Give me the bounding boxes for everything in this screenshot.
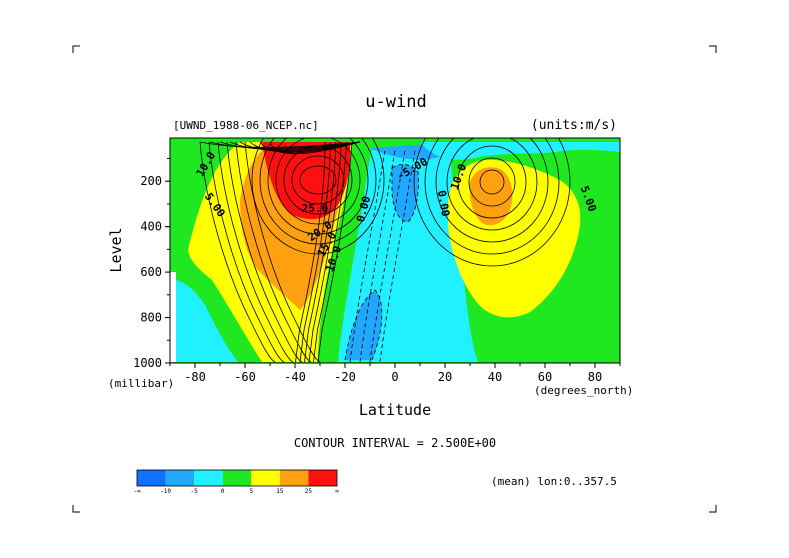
contour-line — [239, 141, 361, 152]
y-tick-label: 600 — [140, 265, 162, 279]
x-tick-label: -40 — [284, 370, 306, 384]
contour-line — [295, 141, 326, 363]
subset-text: (mean) lon:0..357.5 — [491, 475, 617, 488]
contour-line — [308, 141, 342, 363]
antarctic-orography — [170, 272, 176, 362]
contour-line — [199, 141, 276, 363]
contour-line — [446, 138, 538, 231]
colorbar-frame — [136, 469, 338, 487]
contour-line — [304, 141, 337, 363]
contour-label: 25.0 — [302, 202, 329, 215]
contour-line — [468, 157, 516, 207]
contour-line — [244, 141, 321, 363]
contour-line — [457, 145, 527, 219]
contour-label: 0.00 — [435, 189, 452, 217]
contour-line — [269, 141, 361, 155]
contour-interval-text: CONTOUR INTERVAL = 2.500E+00 — [294, 436, 496, 450]
chart-title: u-wind — [365, 92, 426, 112]
colorbar-swatch — [194, 470, 223, 486]
y-unit-label: (millibar) — [108, 377, 174, 390]
plot-area — [170, 138, 620, 363]
contour-line — [369, 149, 406, 363]
contour-line — [208, 141, 285, 363]
contour-line — [299, 165, 337, 195]
contour-line — [299, 141, 331, 363]
contour-line — [229, 141, 361, 151]
y-tick-label: 1000 — [133, 356, 162, 370]
contour-line — [259, 141, 361, 154]
contour-line — [424, 138, 560, 255]
colorbar-tick-label: 0 — [221, 488, 225, 495]
contour-line — [413, 138, 571, 267]
file-label: [UWND_1988-06_NCEP.nc] — [173, 119, 319, 132]
colorbar-swatch — [279, 470, 309, 486]
wind-fill-layers — [170, 142, 620, 362]
colorbar-swatch — [251, 470, 280, 486]
contour-line — [291, 155, 345, 205]
contour-line — [379, 149, 416, 363]
contour-line — [219, 141, 361, 150]
contour-line — [199, 141, 361, 148]
x-tick-label: 40 — [488, 370, 502, 384]
contour-line — [479, 169, 505, 195]
contour-line — [313, 141, 347, 363]
x-axis-label: Latitude — [359, 401, 431, 419]
x-tick-label: 60 — [538, 370, 552, 384]
nh-polar-top — [585, 142, 620, 150]
x-tick-label: 80 — [588, 370, 602, 384]
x-tick-label: -80 — [184, 370, 206, 384]
crop-marks — [72, 45, 717, 513]
y-tick-label: 400 — [140, 220, 162, 234]
colorbar-tick-label: 25 — [305, 488, 313, 495]
x-tick-label: 20 — [438, 370, 452, 384]
y-axis-label: Level — [107, 227, 125, 272]
contour-line — [209, 141, 361, 149]
contour-line — [317, 141, 353, 363]
colorbar-swatch — [165, 470, 195, 486]
x-unit-label: (degrees_north) — [534, 384, 633, 397]
y-tick-label: 800 — [140, 311, 162, 325]
contour-line — [435, 138, 549, 243]
sh-surface-easterly — [170, 279, 238, 362]
colorbar-swatch — [137, 470, 166, 486]
colorbar-tick-label: -10 — [160, 488, 171, 495]
colorbar-tick-label: 5 — [249, 488, 253, 495]
tropical-upper-easterly — [392, 164, 419, 222]
contour-line — [391, 164, 419, 223]
contour-line — [251, 138, 385, 255]
contour-lines — [199, 138, 571, 363]
contour-line — [249, 141, 361, 153]
nh-strat-easterly — [420, 142, 620, 160]
contour-line — [235, 141, 312, 363]
contour-line — [349, 149, 386, 363]
contour-line — [267, 138, 369, 235]
x-tick-label: -60 — [234, 370, 256, 384]
colorbar-tick-label: 15 — [276, 488, 284, 495]
contour-line — [226, 141, 303, 363]
colorbar-tick-label: -∞ — [133, 488, 141, 495]
contour-line — [359, 149, 396, 363]
x-tick-label: -20 — [334, 370, 356, 384]
x-tick-label: 0 — [391, 370, 398, 384]
colorbar-swatch — [222, 470, 252, 486]
colorbar: -∞ -10 -5 0 5 15 25 ∞ — [133, 469, 339, 495]
contour-line — [275, 138, 361, 225]
contour-line — [217, 141, 294, 363]
y-tick-label: 200 — [140, 174, 162, 188]
tropical-lower-easterly — [345, 290, 382, 360]
y-axis: 200 400 600 800 1000 — [133, 157, 170, 370]
x-axis: -80 -60 -40 -20 0 20 40 60 80 — [169, 363, 621, 384]
units-label: (units:m/s) — [531, 118, 617, 133]
contour-line — [259, 138, 377, 245]
colorbar-swatch — [308, 470, 337, 486]
colorbar-tick-label: ∞ — [335, 488, 339, 495]
sh-jet-red — [262, 142, 351, 220]
colorbar-tick-label: -5 — [191, 488, 199, 495]
contour-line — [344, 289, 383, 361]
